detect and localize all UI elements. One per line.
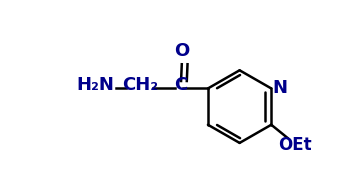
Text: CH₂: CH₂ — [122, 76, 158, 94]
Text: C: C — [174, 76, 188, 94]
Text: N: N — [273, 78, 288, 97]
Text: H₂N: H₂N — [76, 76, 114, 94]
Text: O: O — [174, 42, 190, 60]
Text: OEt: OEt — [278, 136, 312, 154]
